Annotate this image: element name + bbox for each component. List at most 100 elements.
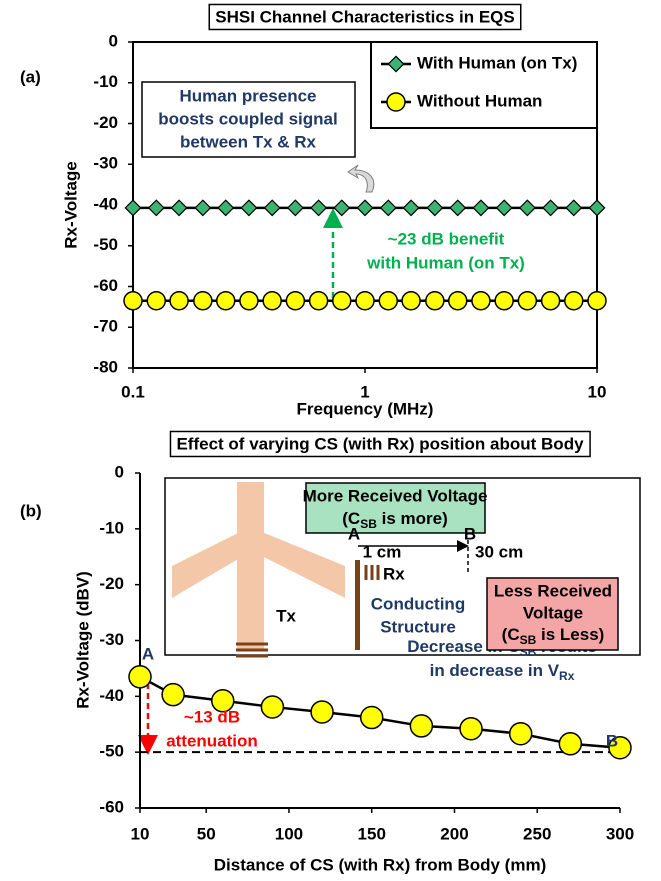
x-tick-label: 100 [275, 824, 303, 843]
annotation: attenuation [166, 731, 258, 750]
annotation: in decrease in VRx [430, 661, 575, 683]
legend-label: With Human (on Tx) [417, 53, 577, 72]
point [240, 199, 258, 217]
text-box [208, 3, 522, 31]
subscript: Rx [559, 669, 575, 683]
annotation: boosts coupled signal [158, 109, 337, 128]
point [308, 291, 329, 311]
point [193, 291, 213, 311]
point [310, 199, 328, 217]
point [542, 199, 560, 217]
annotation: (CSB is more) [342, 509, 447, 531]
point [608, 735, 632, 760]
annotation: A [348, 524, 360, 543]
x-tick-label: 250 [523, 824, 551, 843]
point [495, 199, 513, 217]
point [447, 291, 468, 311]
annotation: between Tx & Rx [180, 132, 317, 151]
point [379, 199, 397, 217]
annotation: B [606, 731, 618, 750]
point [494, 291, 514, 311]
panel-label: (a) [20, 67, 41, 86]
point [565, 199, 583, 217]
y-axis-title: Rx-Voltage [61, 161, 80, 249]
text-part: (C [342, 509, 360, 528]
y-tick-label: -50 [93, 235, 118, 254]
x-tick-label: 300 [606, 824, 634, 843]
point [359, 705, 384, 730]
chart-title: SHSI Channel Characteristics in EQS [215, 7, 514, 26]
annotation: (CSB is Less) [502, 625, 605, 647]
y-tick-label: -20 [99, 574, 124, 593]
callout-arrow [347, 164, 375, 193]
annotation: Human presence [180, 86, 317, 105]
x-axis-title: Distance of CS (with Rx) from Body (mm) [214, 855, 546, 874]
x-tick-label: 150 [358, 824, 386, 843]
y-tick-label: -50 [99, 742, 124, 761]
point [333, 199, 351, 217]
point [146, 291, 167, 311]
point [409, 714, 434, 738]
conducting-structure [355, 560, 360, 650]
point [471, 291, 491, 311]
point [472, 199, 490, 217]
body-arm [172, 532, 250, 598]
annotation: Rx [383, 564, 405, 583]
point [449, 199, 467, 217]
y-tick-label: -20 [93, 113, 118, 132]
point [161, 682, 185, 707]
point [508, 721, 533, 746]
x-axis-title: Frequency (MHz) [297, 399, 434, 418]
x-tick-label: 10 [131, 824, 150, 843]
point [215, 291, 236, 311]
y-tick-label: -10 [93, 72, 118, 91]
annotation: Conducting [371, 594, 465, 613]
text-part: in decrease in V [430, 661, 560, 680]
point [124, 199, 142, 217]
annotation: Structure [380, 617, 456, 636]
point [285, 291, 306, 311]
y-tick-label: -30 [93, 154, 118, 173]
annotation: Less Received [494, 581, 612, 600]
text-part: is more) [377, 509, 448, 528]
text-part: (C [502, 625, 520, 644]
annotation: 1 cm [363, 542, 402, 561]
point [517, 291, 538, 311]
annotation-box [141, 81, 356, 158]
point [378, 291, 399, 311]
body-arm [254, 532, 345, 598]
point [263, 199, 281, 217]
legend-marker [387, 55, 405, 73]
chart-title: Effect of varying CS (with Rx) position … [176, 434, 584, 453]
y-tick-label: -30 [99, 630, 124, 649]
y-axis-title: Rx-Voltage (dBV) [73, 571, 92, 709]
point [310, 700, 334, 724]
annotation-box [305, 482, 486, 534]
text-box [169, 430, 591, 458]
annotation: More Received Voltage [303, 486, 488, 505]
y-tick-label: 0 [115, 462, 124, 481]
point [587, 291, 607, 311]
point [332, 291, 352, 311]
annotation: 30 cm [475, 542, 523, 561]
x-tick-label: 0.1 [121, 382, 145, 401]
annotation: ~13 dB [184, 707, 240, 726]
point [147, 199, 165, 217]
y-tick-label: -40 [93, 194, 118, 213]
point [239, 291, 259, 311]
annotation: ~23 dB benefit [388, 229, 505, 248]
annotation: Voltage [523, 603, 583, 622]
point [217, 199, 235, 217]
point [211, 689, 235, 713]
x-tick-label: 200 [440, 824, 468, 843]
point [425, 291, 445, 311]
point [518, 199, 536, 217]
text-part: is Less) [536, 625, 604, 644]
point [169, 291, 189, 311]
point [540, 291, 561, 311]
point [286, 199, 304, 217]
point [426, 199, 444, 217]
x-tick-label: 1 [360, 382, 369, 401]
